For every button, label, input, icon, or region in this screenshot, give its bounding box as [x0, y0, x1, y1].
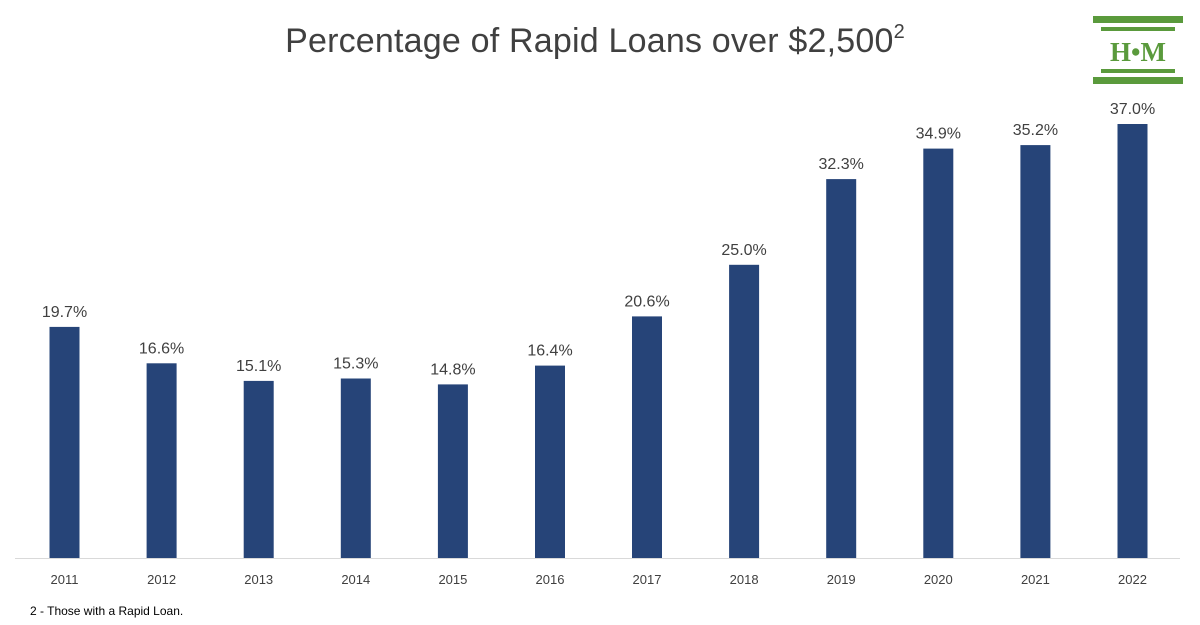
hm-logo: H•M	[1093, 16, 1183, 84]
x-tick-label-2013: 2013	[244, 572, 273, 587]
bar-2017	[632, 316, 662, 558]
data-label-2014: 15.3%	[333, 356, 378, 373]
chart-title: Percentage of Rapid Loans over $2,5002	[0, 22, 1190, 61]
data-label-2016: 16.4%	[527, 343, 572, 360]
data-label-2021: 35.2%	[1013, 122, 1058, 139]
bar-2022	[1117, 124, 1148, 558]
data-label-2019: 32.3%	[819, 156, 864, 173]
logo-bar-3	[1101, 69, 1175, 73]
data-label-2013: 15.1%	[236, 358, 281, 375]
data-label-2015: 14.8%	[430, 361, 475, 378]
x-tick-label-2022: 2022	[1118, 572, 1147, 587]
bar-2013	[243, 380, 274, 558]
x-tick-label-2019: 2019	[827, 572, 856, 587]
data-label-2012: 16.6%	[139, 340, 184, 357]
bar-2021	[1020, 145, 1051, 558]
data-label-2011: 19.7%	[42, 304, 87, 321]
x-tick-label-2017: 2017	[633, 572, 662, 587]
logo-bottom-bar	[1093, 77, 1183, 84]
bar-2011	[49, 326, 80, 558]
x-tick-label-2016: 2016	[536, 572, 565, 587]
logo-bar-2	[1101, 27, 1175, 31]
logo-text: H•M	[1110, 37, 1166, 67]
chart-title-text: Percentage of Rapid Loans over $2,500	[285, 22, 894, 60]
bar-2015	[437, 384, 468, 558]
data-label-2020: 34.9%	[916, 126, 961, 143]
bar-2019	[826, 179, 857, 558]
x-tick-label-2014: 2014	[341, 572, 370, 587]
bar-2020	[923, 148, 954, 558]
data-label-2022: 37.0%	[1110, 101, 1155, 118]
bar-2014	[340, 378, 371, 558]
footnote: 2 - Those with a Rapid Loan.	[30, 604, 184, 618]
x-tick-label-2021: 2021	[1021, 572, 1050, 587]
data-label-2017: 20.6%	[624, 293, 669, 310]
x-tick-label-2011: 2011	[51, 572, 79, 587]
chart-title-superscript: 2	[893, 20, 905, 43]
logo-top-bar	[1093, 16, 1183, 23]
bar-2018	[729, 264, 760, 558]
x-tick-label-2012: 2012	[147, 572, 176, 587]
data-label-2018: 25.0%	[721, 242, 766, 259]
bar-2012	[146, 363, 177, 558]
bar-2016	[535, 365, 565, 558]
x-tick-label-2015: 2015	[438, 572, 467, 587]
x-tick-label-2020: 2020	[924, 572, 953, 587]
x-tick-label-2018: 2018	[730, 572, 759, 587]
